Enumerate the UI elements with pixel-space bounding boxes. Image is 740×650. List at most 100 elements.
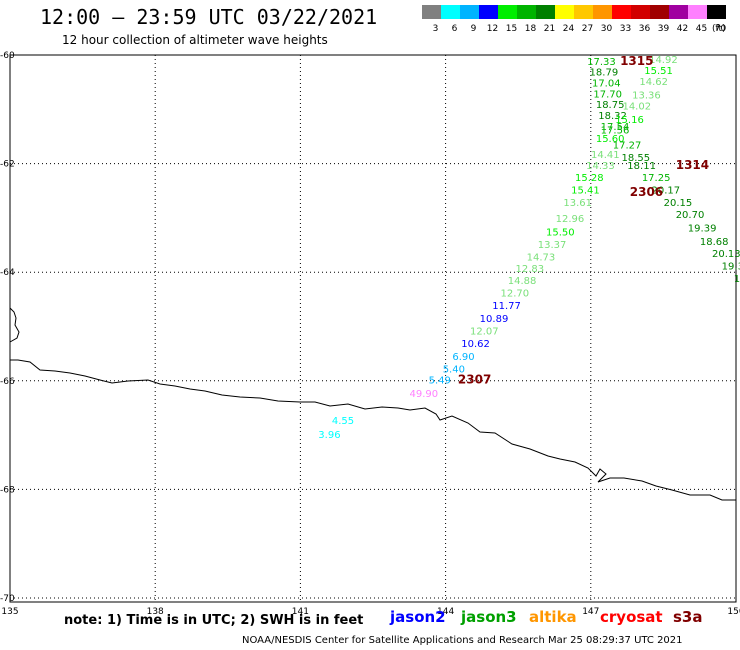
wave-height-value: 18.12 <box>734 274 740 285</box>
graticule <box>10 55 736 602</box>
pass-time-label: 2307 <box>458 373 491 387</box>
wave-height-value: 20.15 <box>664 198 693 209</box>
axis-tick-labels: 135 138 141 144 147 150 -60 -62 -64 -66 -68 -70 <box>0 51 740 617</box>
wave-height-value: 20.70 <box>676 210 705 221</box>
wave-height-value: 14.62 <box>639 77 668 88</box>
pass-time-label: 2306 <box>630 185 663 199</box>
legend-label: 3 <box>433 24 439 34</box>
legend-swatch <box>574 5 593 19</box>
wave-height-value: 17.70 <box>593 89 622 100</box>
footnote: note: 1) Time is in UTC; 2) SWH is in fe… <box>64 613 364 628</box>
wave-height-value: 14.92 <box>649 55 678 66</box>
page-subtitle: 12 hour collection of altimeter wave hei… <box>62 33 328 47</box>
wave-height-value: 12.70 <box>500 289 529 300</box>
legend-label: 27 <box>582 24 593 34</box>
pass-time-label: 1314 <box>676 158 709 172</box>
wave-height-value: 3.96 <box>318 430 340 441</box>
lon-tick-label: 144 <box>437 607 454 617</box>
legend-label: 24 <box>563 24 575 34</box>
wave-height-value: 15.60 <box>596 134 625 145</box>
lat-tick-label: -66 <box>0 377 15 387</box>
wave-height-value: 17.56 <box>601 126 630 137</box>
wave-height-value: 5.49 <box>429 376 451 387</box>
wave-height-value: 18.79 <box>590 68 619 79</box>
wave-height-value: 17.54 <box>601 122 630 133</box>
wave-height-value: 15.51 <box>644 66 673 77</box>
wave-height-value: 15.50 <box>546 227 575 238</box>
wave-height-value: 12.83 <box>515 264 544 275</box>
legend-label: 30 <box>601 24 613 34</box>
satellite-cryosat: cryosat <box>600 608 663 626</box>
wave-height-value: 17.25 <box>642 173 671 184</box>
legend-swatch <box>669 5 688 19</box>
legend-swatch <box>517 5 536 19</box>
wave-height-value: 17.27 <box>613 140 642 151</box>
wave-height-value: 6.90 <box>452 352 474 363</box>
wave-height-value: 17.04 <box>592 78 621 89</box>
legend-swatch <box>707 5 726 19</box>
credit-line: NOAA/NESDIS Center for Satellite Applica… <box>242 635 683 646</box>
legend-swatch <box>536 5 555 19</box>
lat-tick-label: -62 <box>0 160 15 170</box>
wave-height-value: 14.73 <box>527 252 556 263</box>
wave-height-value: 14.88 <box>508 276 537 287</box>
lon-tick-label: 147 <box>582 607 599 617</box>
wave-height-legend: 3 6 9 12 15 18 21 24 27 30 33 36 39 42 45 70(ft) <box>422 5 726 34</box>
wave-height-labels: 17.3318.7917.0417.7018.7518.3217.5417.56… <box>318 55 740 441</box>
wave-height-value: 12.07 <box>470 327 499 338</box>
satellite-jason3: jason3 <box>461 608 517 626</box>
lon-tick-label: 150 <box>727 607 740 617</box>
wave-height-value: 18.75 <box>596 100 625 111</box>
page-title: 12:00 – 23:59 UTC 03/22/2021 <box>40 5 378 29</box>
satellite-altika: altika <box>529 608 577 626</box>
pass-time-label: 1315 <box>620 54 653 68</box>
legend-swatch <box>688 5 707 19</box>
map-frame <box>9 54 737 603</box>
wave-height-value: 15.28 <box>575 173 604 184</box>
legend-label: 15 <box>506 24 517 34</box>
legend-label: 9 <box>471 24 477 34</box>
legend-label: 18 <box>525 24 537 34</box>
wave-height-value: 17.33 <box>587 57 616 68</box>
lat-tick-label: -70 <box>0 594 15 604</box>
map-area: 135 138 141 144 147 150 -60 -62 -64 -66 -68 -70 17.… <box>0 51 740 617</box>
legend-label: 45 <box>696 24 707 34</box>
wave-height-value: 14.33 <box>586 161 615 172</box>
legend-label: 36 <box>639 24 651 34</box>
legend-swatch <box>612 5 631 19</box>
pass-time-labels: 13152305131423062307 <box>458 54 709 387</box>
legend-swatch <box>479 5 498 19</box>
lat-tick-label: -68 <box>0 485 15 495</box>
legend-unit: (ft) <box>712 24 726 34</box>
wave-height-value: 49.90 <box>409 389 438 400</box>
legend-label: 21 <box>544 24 555 34</box>
wave-height-value: 19.37 <box>722 261 740 272</box>
satellite-jason2: jason2 <box>390 608 446 626</box>
wave-height-value: 19.39 <box>688 223 717 234</box>
legend-label: 42 <box>677 24 688 34</box>
legend-label: 6 <box>452 24 458 34</box>
coastline <box>9 307 736 501</box>
legend-swatch <box>593 5 612 19</box>
legend-label: 39 <box>658 24 670 34</box>
lon-tick-label: 135 <box>1 607 18 617</box>
legend-swatch <box>631 5 650 19</box>
lon-tick-label: 138 <box>147 607 164 617</box>
legend-swatch <box>650 5 669 19</box>
legend-label: 33 <box>620 24 631 34</box>
wave-height-value: 4.55 <box>332 416 354 427</box>
lat-tick-label: -60 <box>0 51 15 61</box>
wave-height-value: 18.11 <box>627 161 656 172</box>
wave-height-value: 20.17 <box>651 185 680 196</box>
legend-swatch <box>460 5 479 19</box>
wave-height-value: 5.40 <box>443 365 465 376</box>
wave-height-value: 14.41 <box>591 150 620 161</box>
legend-swatch <box>422 5 441 19</box>
wave-height-value: 20.13 <box>712 249 740 260</box>
legend-label: 12 <box>487 24 498 34</box>
legend-swatch <box>498 5 517 19</box>
wave-height-value: 18.55 <box>621 153 650 164</box>
satellite-s3a: s3a <box>673 608 703 626</box>
lat-tick-label: -64 <box>0 268 15 278</box>
lon-tick-label: 141 <box>292 607 309 617</box>
